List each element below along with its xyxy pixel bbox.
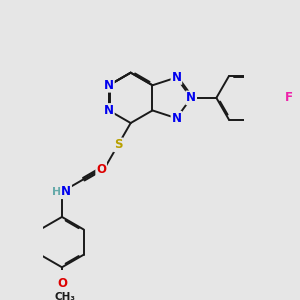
Text: N: N [104, 79, 114, 92]
Text: N: N [171, 112, 182, 125]
Text: S: S [114, 138, 122, 151]
Text: N: N [186, 92, 196, 104]
Text: N: N [171, 71, 182, 84]
Text: H: H [52, 187, 62, 197]
Text: O: O [57, 277, 67, 290]
Text: F: F [285, 92, 293, 104]
Text: O: O [96, 163, 106, 176]
Text: N: N [61, 185, 71, 198]
Text: N: N [104, 104, 114, 117]
Text: CH₃: CH₃ [55, 292, 76, 300]
